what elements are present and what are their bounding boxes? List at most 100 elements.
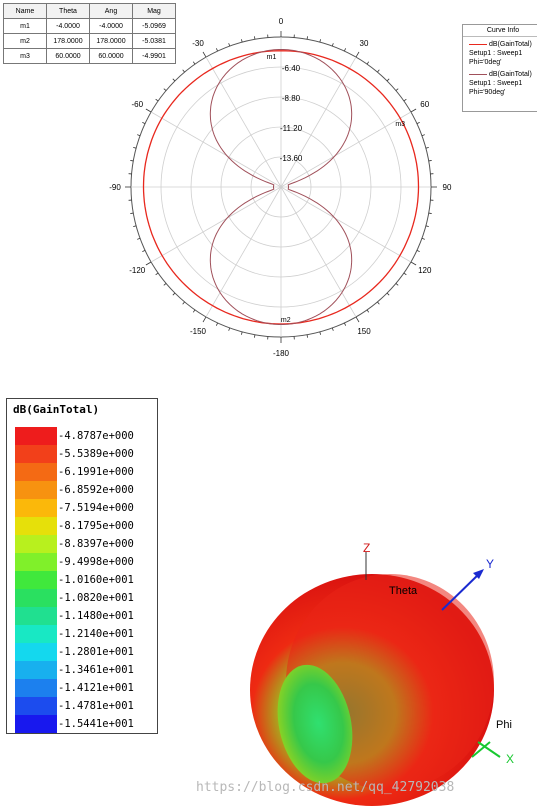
table-row: m1 -4.0000 -4.0000 -5.0969 [3, 18, 176, 34]
polar-angle-tick [425, 147, 429, 149]
polar-grid-spoke [205, 186, 282, 318]
polar-angle-tick [331, 327, 334, 331]
polar-angle-tick [137, 134, 141, 137]
polar-radial-label: -11.20 [280, 124, 303, 133]
legend-value: -1.3461e+001 [58, 664, 134, 676]
curve-info-entry: dB(GainTotal) Setup1 : Sweep1 Phi='0deg' [463, 37, 537, 67]
polar-grid-spoke [205, 56, 282, 188]
legend-swatch [15, 679, 57, 697]
legend-swatch [15, 625, 57, 643]
legend-value: -7.5194e+000 [58, 502, 134, 514]
polar-angle-tick [215, 48, 218, 52]
table-cell: -5.0381 [132, 33, 176, 49]
polar-angle-tick [145, 108, 152, 113]
polar-angle-tick [428, 160, 432, 162]
legend-value: -8.1795e+000 [58, 520, 134, 532]
legend-swatch [15, 427, 57, 445]
polar-angle-tick [137, 237, 141, 240]
polar-angle-tick [428, 212, 432, 214]
polar-angle-label: -90 [109, 183, 121, 192]
phi-label: Phi [496, 719, 512, 731]
polar-radial-label: -13.60 [280, 154, 303, 163]
polar-angle-tick [228, 327, 231, 331]
legend-value: -1.0820e+001 [58, 592, 134, 604]
legend-swatch [15, 571, 57, 589]
polar-angle-label: -120 [129, 266, 146, 275]
polar-angle-tick [306, 36, 308, 40]
polar-angle-tick [331, 43, 334, 47]
curve-line-swatch [469, 73, 487, 75]
polar-angle-tick [344, 48, 347, 52]
polar-angle-tick [366, 61, 370, 65]
polar-angle-ticks [125, 31, 437, 343]
polar-angle-tick [306, 334, 308, 338]
marker-table: Name Theta Ang Mag m1 -4.0000 -4.0000 -5… [3, 3, 176, 64]
polar-angle-tick [155, 272, 159, 276]
torus-body [250, 574, 494, 806]
polar-grid-spoke [280, 186, 412, 263]
polar-angle-label: -180 [273, 349, 290, 358]
watermark: https://blog.csdn.net/qq_42792038 [196, 780, 455, 795]
polar-angle-tick [386, 292, 390, 296]
polar-angle-tick [366, 309, 370, 313]
marker-label: m2 [281, 317, 291, 324]
legend-swatch [15, 517, 57, 535]
polar-grid-spoke [280, 111, 412, 188]
polar-angle-tick [416, 250, 420, 253]
polar-angle-label: 0 [279, 17, 284, 26]
legend-swatch [15, 535, 57, 553]
legend-value: -1.5441e+001 [58, 718, 134, 730]
y-axis-arrow [473, 569, 484, 579]
polar-angle-tick [133, 147, 137, 149]
polar-angle-tick [403, 98, 407, 102]
polar-labels: 0 30 60 90 120 150 -180 -150 -120 -90 -60 -30 -6.40 -… [109, 17, 452, 358]
polar-angle-label: 30 [360, 39, 369, 48]
polar-angle-tick [410, 108, 417, 113]
legend-swatch [15, 553, 57, 571]
polar-angle-tick [403, 272, 407, 276]
theta-label: Theta [389, 585, 418, 597]
curve-phi: Phi='90deg' [469, 89, 506, 96]
polar-angle-label: -30 [192, 39, 204, 48]
polar-grid [130, 36, 432, 338]
legend-swatch [15, 607, 57, 625]
polar-grid-spoke [150, 186, 282, 263]
polar-angle-tick [142, 250, 146, 253]
polar-angle-tick [155, 98, 159, 102]
polar-angle-tick [421, 237, 425, 240]
legend-value: -1.1480e+001 [58, 610, 134, 622]
legend-title: dB(GainTotal) [13, 403, 100, 416]
legend-swatch [15, 697, 57, 715]
gain-color-legend: dB(GainTotal) -4.8787e+000 -5.5389e+000 -6… [6, 398, 158, 734]
curve-setup: Setup1 : Sweep1 [469, 80, 523, 87]
polar-angle-tick [130, 212, 134, 214]
polar-angle-tick [241, 331, 243, 335]
marker-label: m3 [395, 121, 405, 128]
curve-name: dB(GainTotal) [489, 71, 532, 78]
header-theta: Theta [46, 3, 90, 19]
polar-angle-tick [130, 160, 134, 162]
legend-swatch [15, 715, 57, 733]
legend-swatch [15, 661, 57, 679]
polar-angle-tick [215, 322, 218, 326]
legend-value: -1.0160e+001 [58, 574, 134, 586]
polar-angle-tick [344, 322, 347, 326]
table-cell: m3 [3, 48, 47, 64]
x-axis-line [477, 741, 501, 758]
series-phi-90deg [209, 49, 353, 325]
curve-name: dB(GainTotal) [489, 41, 532, 48]
legend-value: -6.1991e+000 [58, 466, 134, 478]
polar-angle-tick [241, 39, 243, 43]
polar-angle-tick [172, 292, 176, 296]
curve-line-swatch [469, 43, 487, 45]
y-axis-label: Y [486, 557, 494, 571]
legend-value: -1.2801e+001 [58, 646, 134, 658]
polar-angle-tick [319, 39, 321, 43]
polar-angle-tick [319, 331, 321, 335]
x-axis-aux-line [471, 741, 491, 758]
polar-angle-tick [142, 121, 146, 124]
marker-label: m1 [267, 54, 277, 61]
legend-value: -1.2140e+001 [58, 628, 134, 640]
polar-plot: 0 30 60 90 120 150 -180 -150 -120 -90 -60 -30 -6.40 -… [109, 17, 452, 358]
y-axis-line [441, 570, 483, 611]
